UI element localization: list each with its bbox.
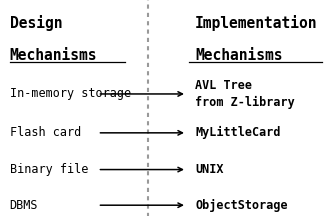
- Text: Mechanisms: Mechanisms: [195, 48, 282, 62]
- Text: AVL Tree
from Z-library: AVL Tree from Z-library: [195, 79, 295, 109]
- Text: Binary file: Binary file: [10, 163, 88, 176]
- Text: DBMS: DBMS: [10, 199, 38, 212]
- Text: Mechanisms: Mechanisms: [10, 48, 97, 62]
- Text: ObjectStorage: ObjectStorage: [195, 199, 288, 212]
- Text: Flash card: Flash card: [10, 126, 81, 139]
- Text: Implementation: Implementation: [195, 15, 318, 31]
- Text: In-memory storage: In-memory storage: [10, 87, 131, 100]
- Text: UNIX: UNIX: [195, 163, 224, 176]
- Text: Design: Design: [10, 15, 62, 31]
- Text: MyLittleCard: MyLittleCard: [195, 126, 280, 139]
